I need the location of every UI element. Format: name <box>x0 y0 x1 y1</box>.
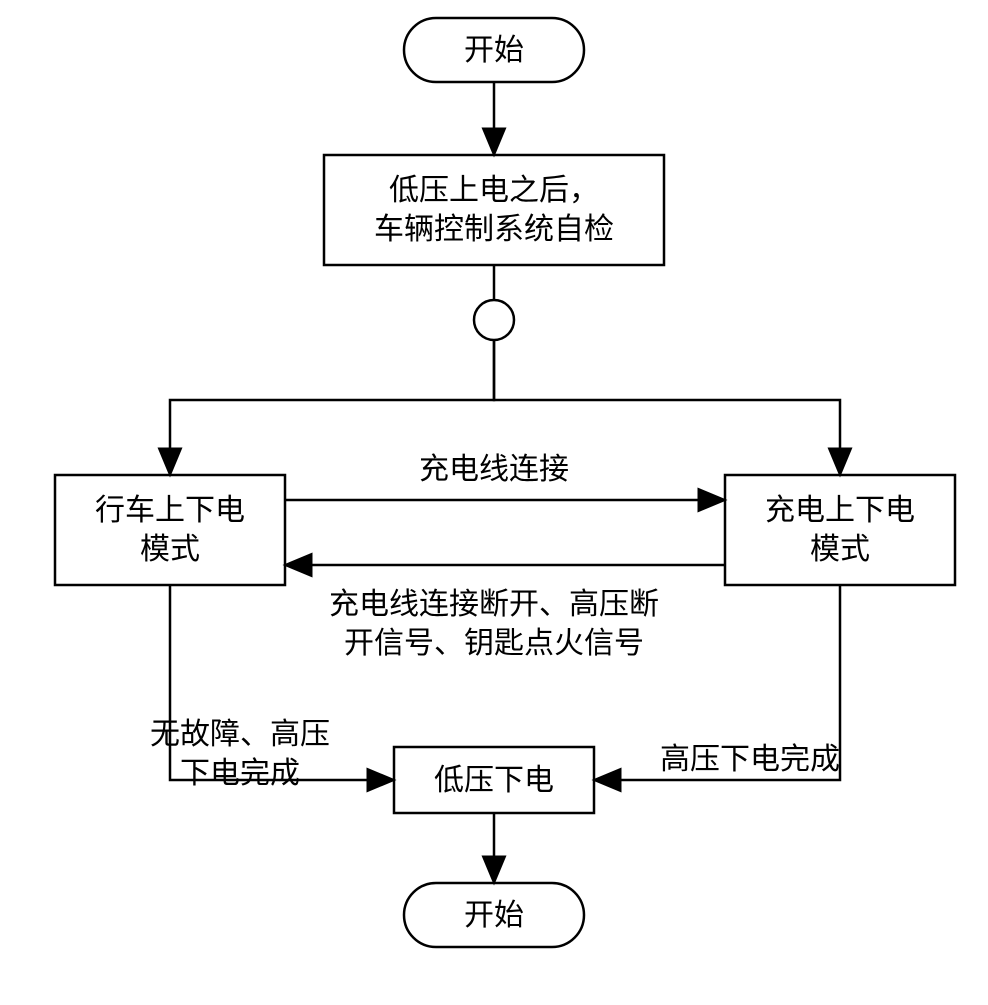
node-start-label: 开始 <box>404 18 584 82</box>
node-charge_mode-label: 充电上下电 模式 <box>725 475 955 585</box>
node-end-label: 开始 <box>404 883 584 947</box>
node-selfcheck-label: 低压上电之后， 车辆控制系统自检 <box>324 155 664 265</box>
edge-label-6: 无故障、高压 下电完成 <box>30 715 450 793</box>
node-drive_mode-label: 行车上下电 模式 <box>55 475 285 585</box>
edge-label-5: 充电线连接断开、高压断 开信号、钥匙点火信号 <box>284 585 704 663</box>
edge-label-4: 充电线连接 <box>284 450 704 489</box>
edge-label-7: 高压下电完成 <box>540 740 960 779</box>
flowchart-canvas: 开始低压上电之后， 车辆控制系统自检行车上下电 模式充电上下电 模式低压下电开始… <box>0 0 988 1000</box>
